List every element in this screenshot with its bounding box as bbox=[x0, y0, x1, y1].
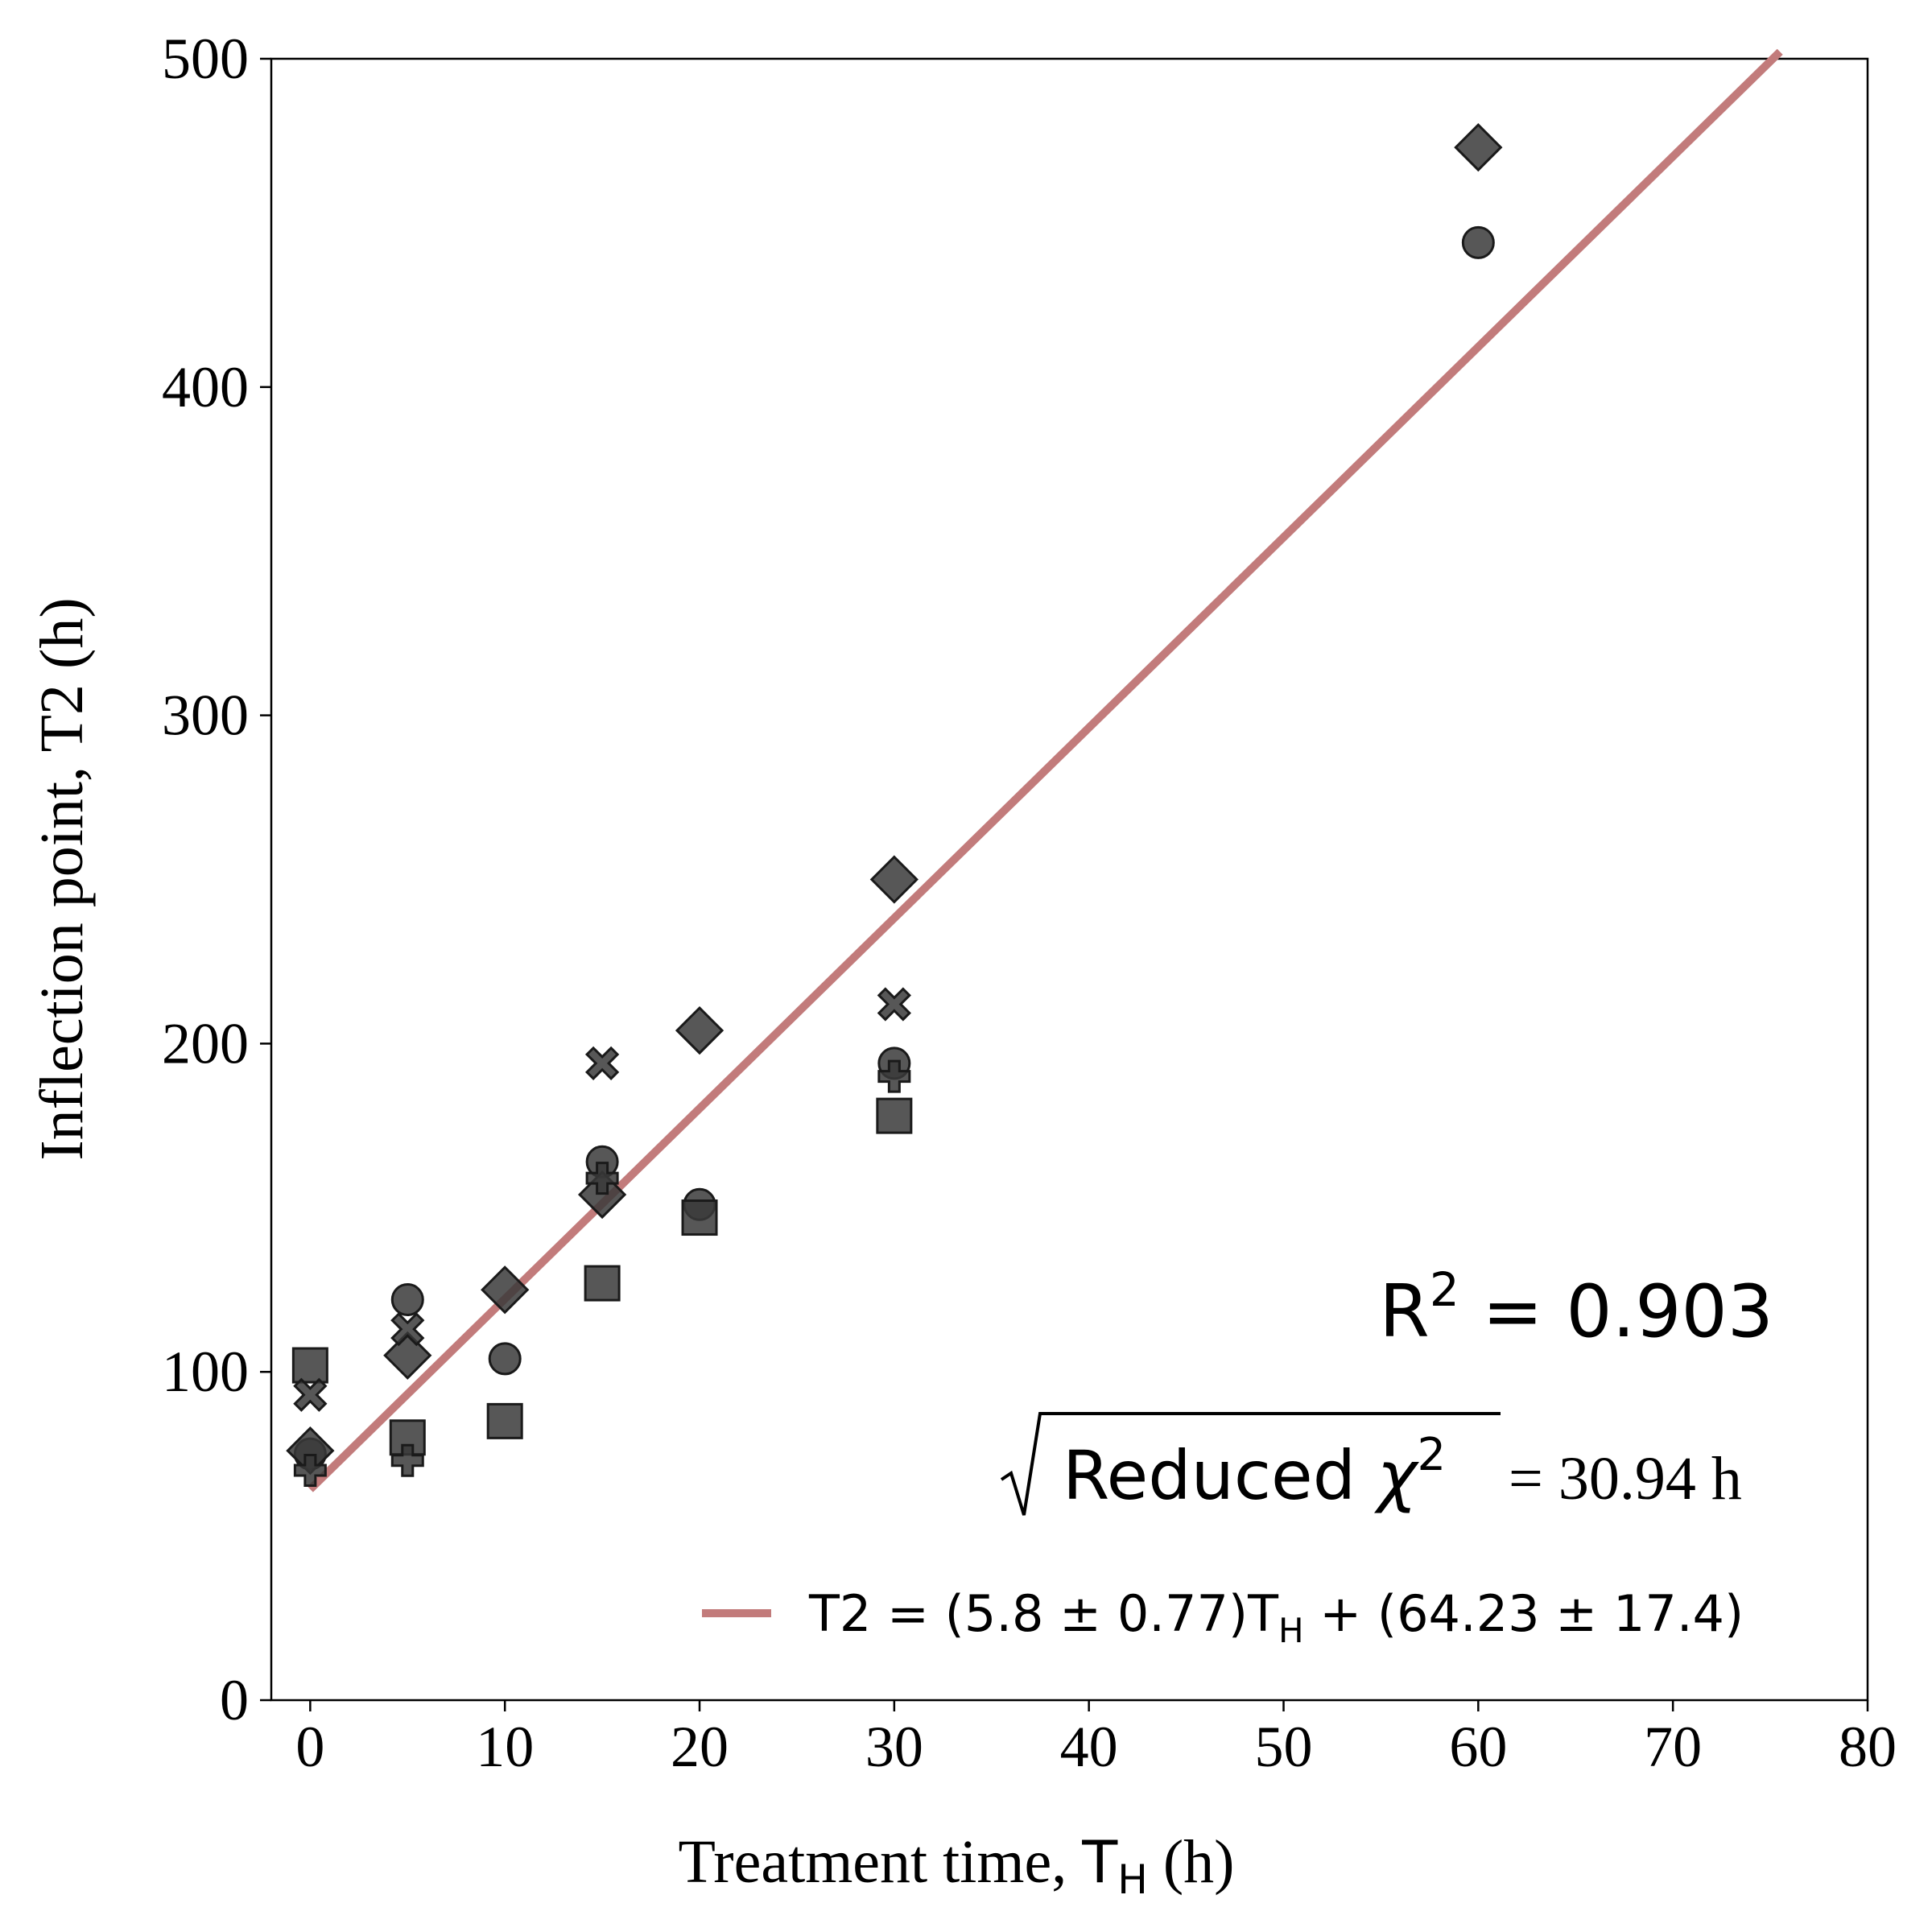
x-tick-label: 50 bbox=[1255, 1715, 1313, 1779]
data-point-square bbox=[876, 1097, 913, 1134]
y-axis-ticks: 0 100 200 300 400 500 bbox=[162, 27, 271, 1732]
x-tick-label: 0 bbox=[295, 1715, 324, 1779]
legend-label: T2 = (5.8 ± 0.77)TH + (64.23 ± 17.4) bbox=[808, 1584, 1744, 1650]
fit-line bbox=[307, 48, 1783, 1492]
square-root-symbol bbox=[1000, 1412, 1501, 1516]
y-tick-label: 200 bbox=[162, 1011, 249, 1075]
data-point-x bbox=[584, 1046, 620, 1080]
data-point-square bbox=[584, 1265, 621, 1302]
data-point-square bbox=[486, 1402, 523, 1439]
y-tick-label: 0 bbox=[220, 1668, 249, 1732]
data-point-square bbox=[681, 1199, 718, 1236]
legend: T2 = (5.8 ± 0.77)TH + (64.23 ± 17.4) bbox=[702, 1584, 1744, 1650]
x-tick-label: 30 bbox=[865, 1715, 923, 1779]
x-tick-label: 80 bbox=[1839, 1715, 1897, 1779]
x-tick-label: 70 bbox=[1644, 1715, 1702, 1779]
plot-area bbox=[270, 48, 1869, 1702]
x-axis-ticks: 0 10 20 30 40 50 60 70 80 bbox=[295, 1700, 1897, 1779]
data-points-layer bbox=[286, 122, 1503, 1488]
data-point-plus bbox=[293, 1454, 327, 1488]
data-point-plus bbox=[877, 1059, 911, 1093]
data-point-diamond bbox=[383, 1331, 432, 1380]
x-tick-label: 10 bbox=[476, 1715, 534, 1779]
data-point-circle bbox=[488, 1342, 522, 1376]
y-tick-label: 300 bbox=[162, 683, 249, 748]
x-tick-label: 60 bbox=[1449, 1715, 1507, 1779]
data-point-x bbox=[293, 1377, 328, 1412]
r-squared-annotation: R2 = 0.903 bbox=[1379, 1262, 1773, 1354]
chi-label: Reduced χ2 bbox=[1063, 1429, 1446, 1515]
chi-value: = 30.94 h bbox=[1509, 1445, 1742, 1513]
data-point-circle bbox=[390, 1282, 424, 1316]
data-point-plus bbox=[390, 1443, 424, 1477]
data-point-x bbox=[877, 987, 911, 1022]
y-axis-label: Inflection point, T2 (h) bbox=[28, 597, 96, 1160]
x-tick-label: 40 bbox=[1060, 1715, 1118, 1779]
y-tick-label: 100 bbox=[162, 1340, 249, 1404]
data-point-x bbox=[390, 1312, 425, 1347]
x-tick-label: 20 bbox=[671, 1715, 729, 1779]
y-tick-label: 500 bbox=[162, 27, 249, 91]
axes-frame bbox=[270, 57, 1869, 1702]
data-point-diamond bbox=[1454, 122, 1503, 172]
data-point-diamond bbox=[675, 1005, 724, 1055]
data-point-circle bbox=[1461, 225, 1495, 259]
data-point-diamond bbox=[869, 855, 919, 904]
data-point-diamond bbox=[481, 1265, 530, 1315]
y-tick-label: 400 bbox=[162, 355, 249, 419]
x-axis-label: Treatment time, TH (h) bbox=[679, 1828, 1235, 1903]
data-point-square bbox=[291, 1347, 328, 1384]
data-point-plus bbox=[585, 1162, 619, 1195]
fit-line-layer bbox=[307, 48, 1783, 1492]
reduced-chi-squared-annotation: Reduced χ2 = 30.94 h bbox=[1000, 1412, 1742, 1516]
